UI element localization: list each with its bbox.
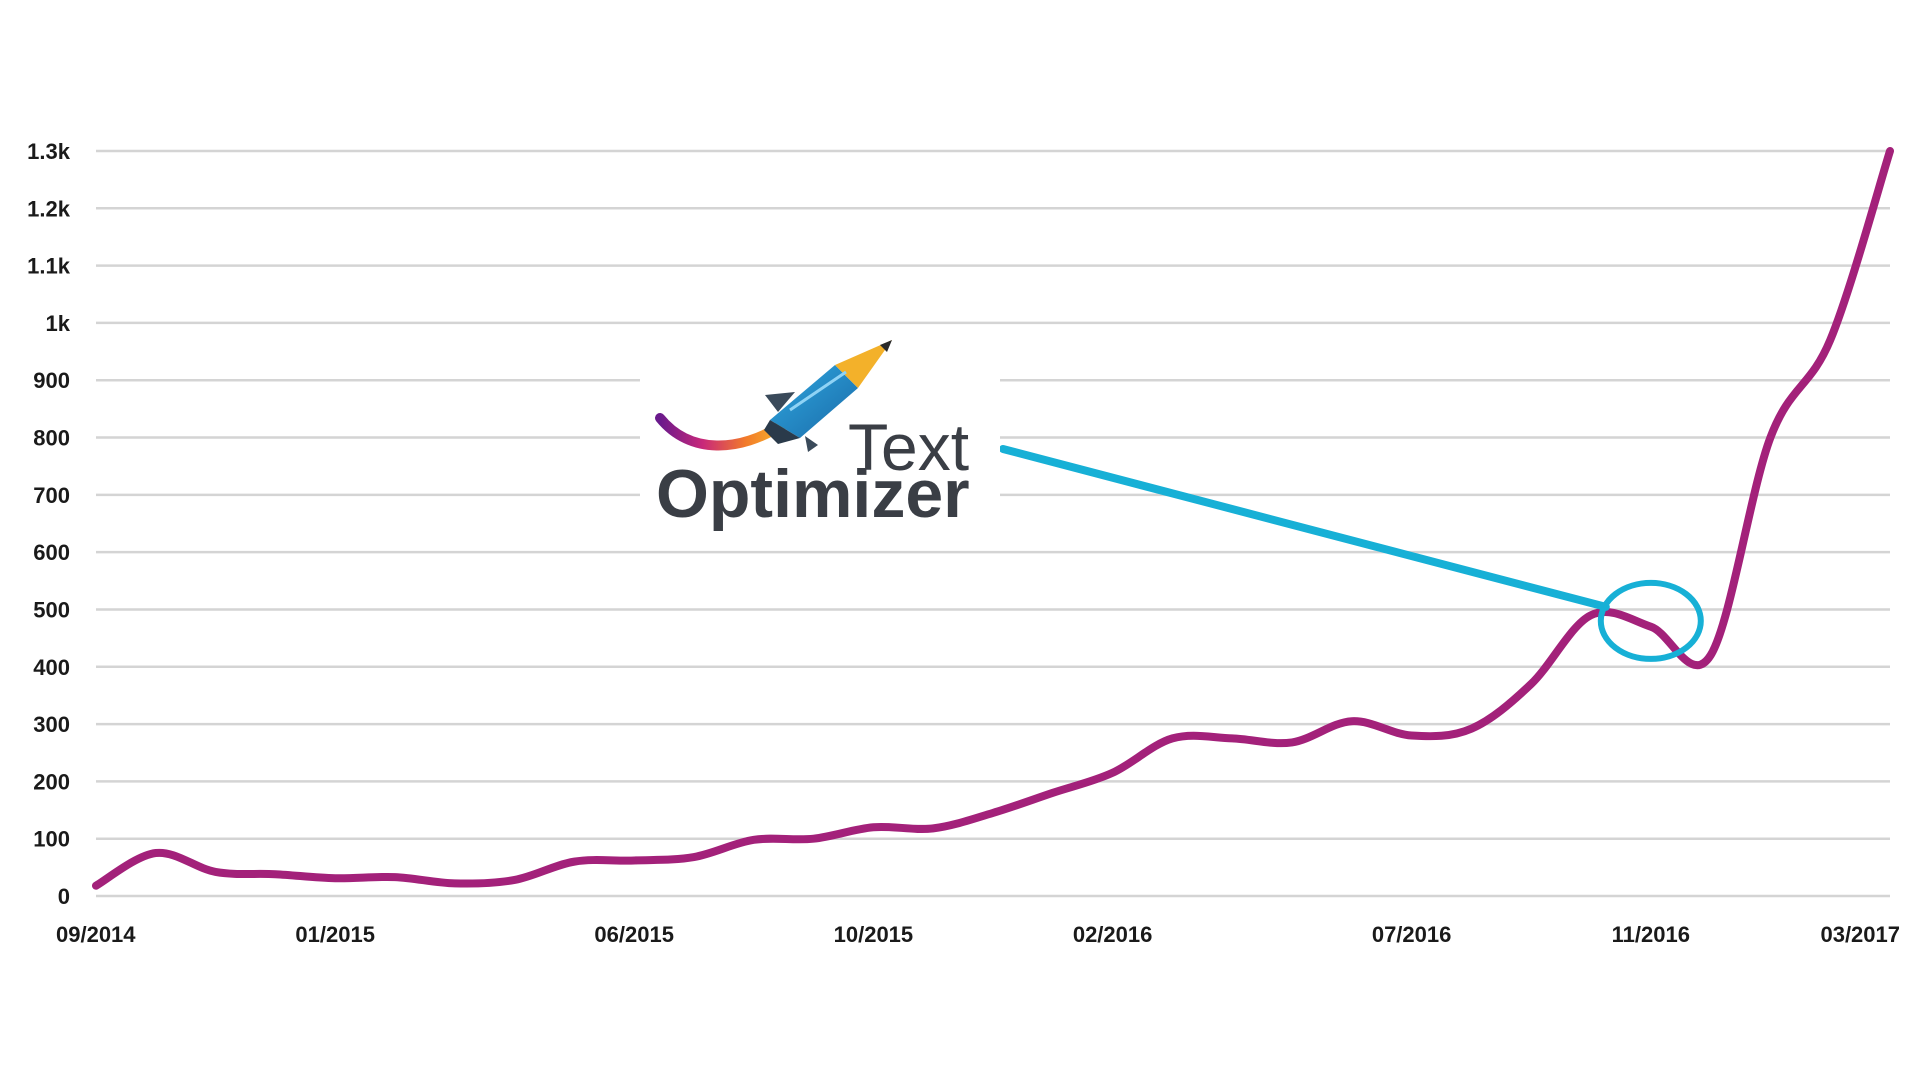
y-tick-label: 300 — [33, 712, 70, 737]
y-tick-label: 1.1k — [27, 254, 71, 279]
y-tick-label: 100 — [33, 827, 70, 852]
x-tick-label: 06/2015 — [594, 922, 674, 947]
text-optimizer-logo: Text Optimizer — [640, 330, 1000, 532]
y-tick-label: 900 — [33, 368, 70, 393]
pencil-rocket-icon — [764, 340, 892, 452]
x-tick-label: 11/2016 — [1612, 922, 1690, 947]
y-tick-label: 500 — [33, 597, 70, 622]
logo-text-line2: Optimizer — [656, 456, 970, 532]
x-tick-label: 01/2015 — [295, 922, 375, 947]
annotation-circle — [1597, 579, 1704, 662]
x-tick-label: 02/2016 — [1073, 922, 1153, 947]
y-tick-label: 400 — [33, 655, 70, 680]
logo-background — [640, 330, 1000, 530]
x-axis-tick-labels: 09/2014 01/2015 06/2015 10/2015 02/2016 07/20… — [56, 922, 1900, 947]
y-tick-label: 700 — [33, 483, 70, 508]
annotation-pointer-line — [999, 445, 1610, 611]
y-tick-label: 1k — [46, 311, 71, 336]
gridlines — [96, 149, 1890, 898]
y-tick-label: 200 — [33, 769, 70, 794]
y-tick-label: 1.2k — [27, 196, 71, 221]
x-tick-label: 03/2017 — [1820, 922, 1900, 947]
y-axis-tick-labels: 0 100 200 300 400 500 600 700 800 900 1k 1.1k 1.2k 1.… — [27, 139, 71, 909]
y-tick-label: 1.3k — [27, 139, 71, 164]
y-tick-label: 0 — [58, 884, 70, 909]
logo-text-line1: Text — [848, 410, 969, 484]
logo-swoosh — [655, 413, 787, 451]
x-tick-label: 10/2015 — [834, 922, 914, 947]
y-tick-label: 600 — [33, 540, 70, 565]
series-line — [92, 147, 1894, 890]
y-tick-label: 800 — [33, 426, 70, 451]
x-tick-label: 09/2014 — [56, 922, 136, 947]
x-tick-label: 07/2016 — [1372, 922, 1452, 947]
